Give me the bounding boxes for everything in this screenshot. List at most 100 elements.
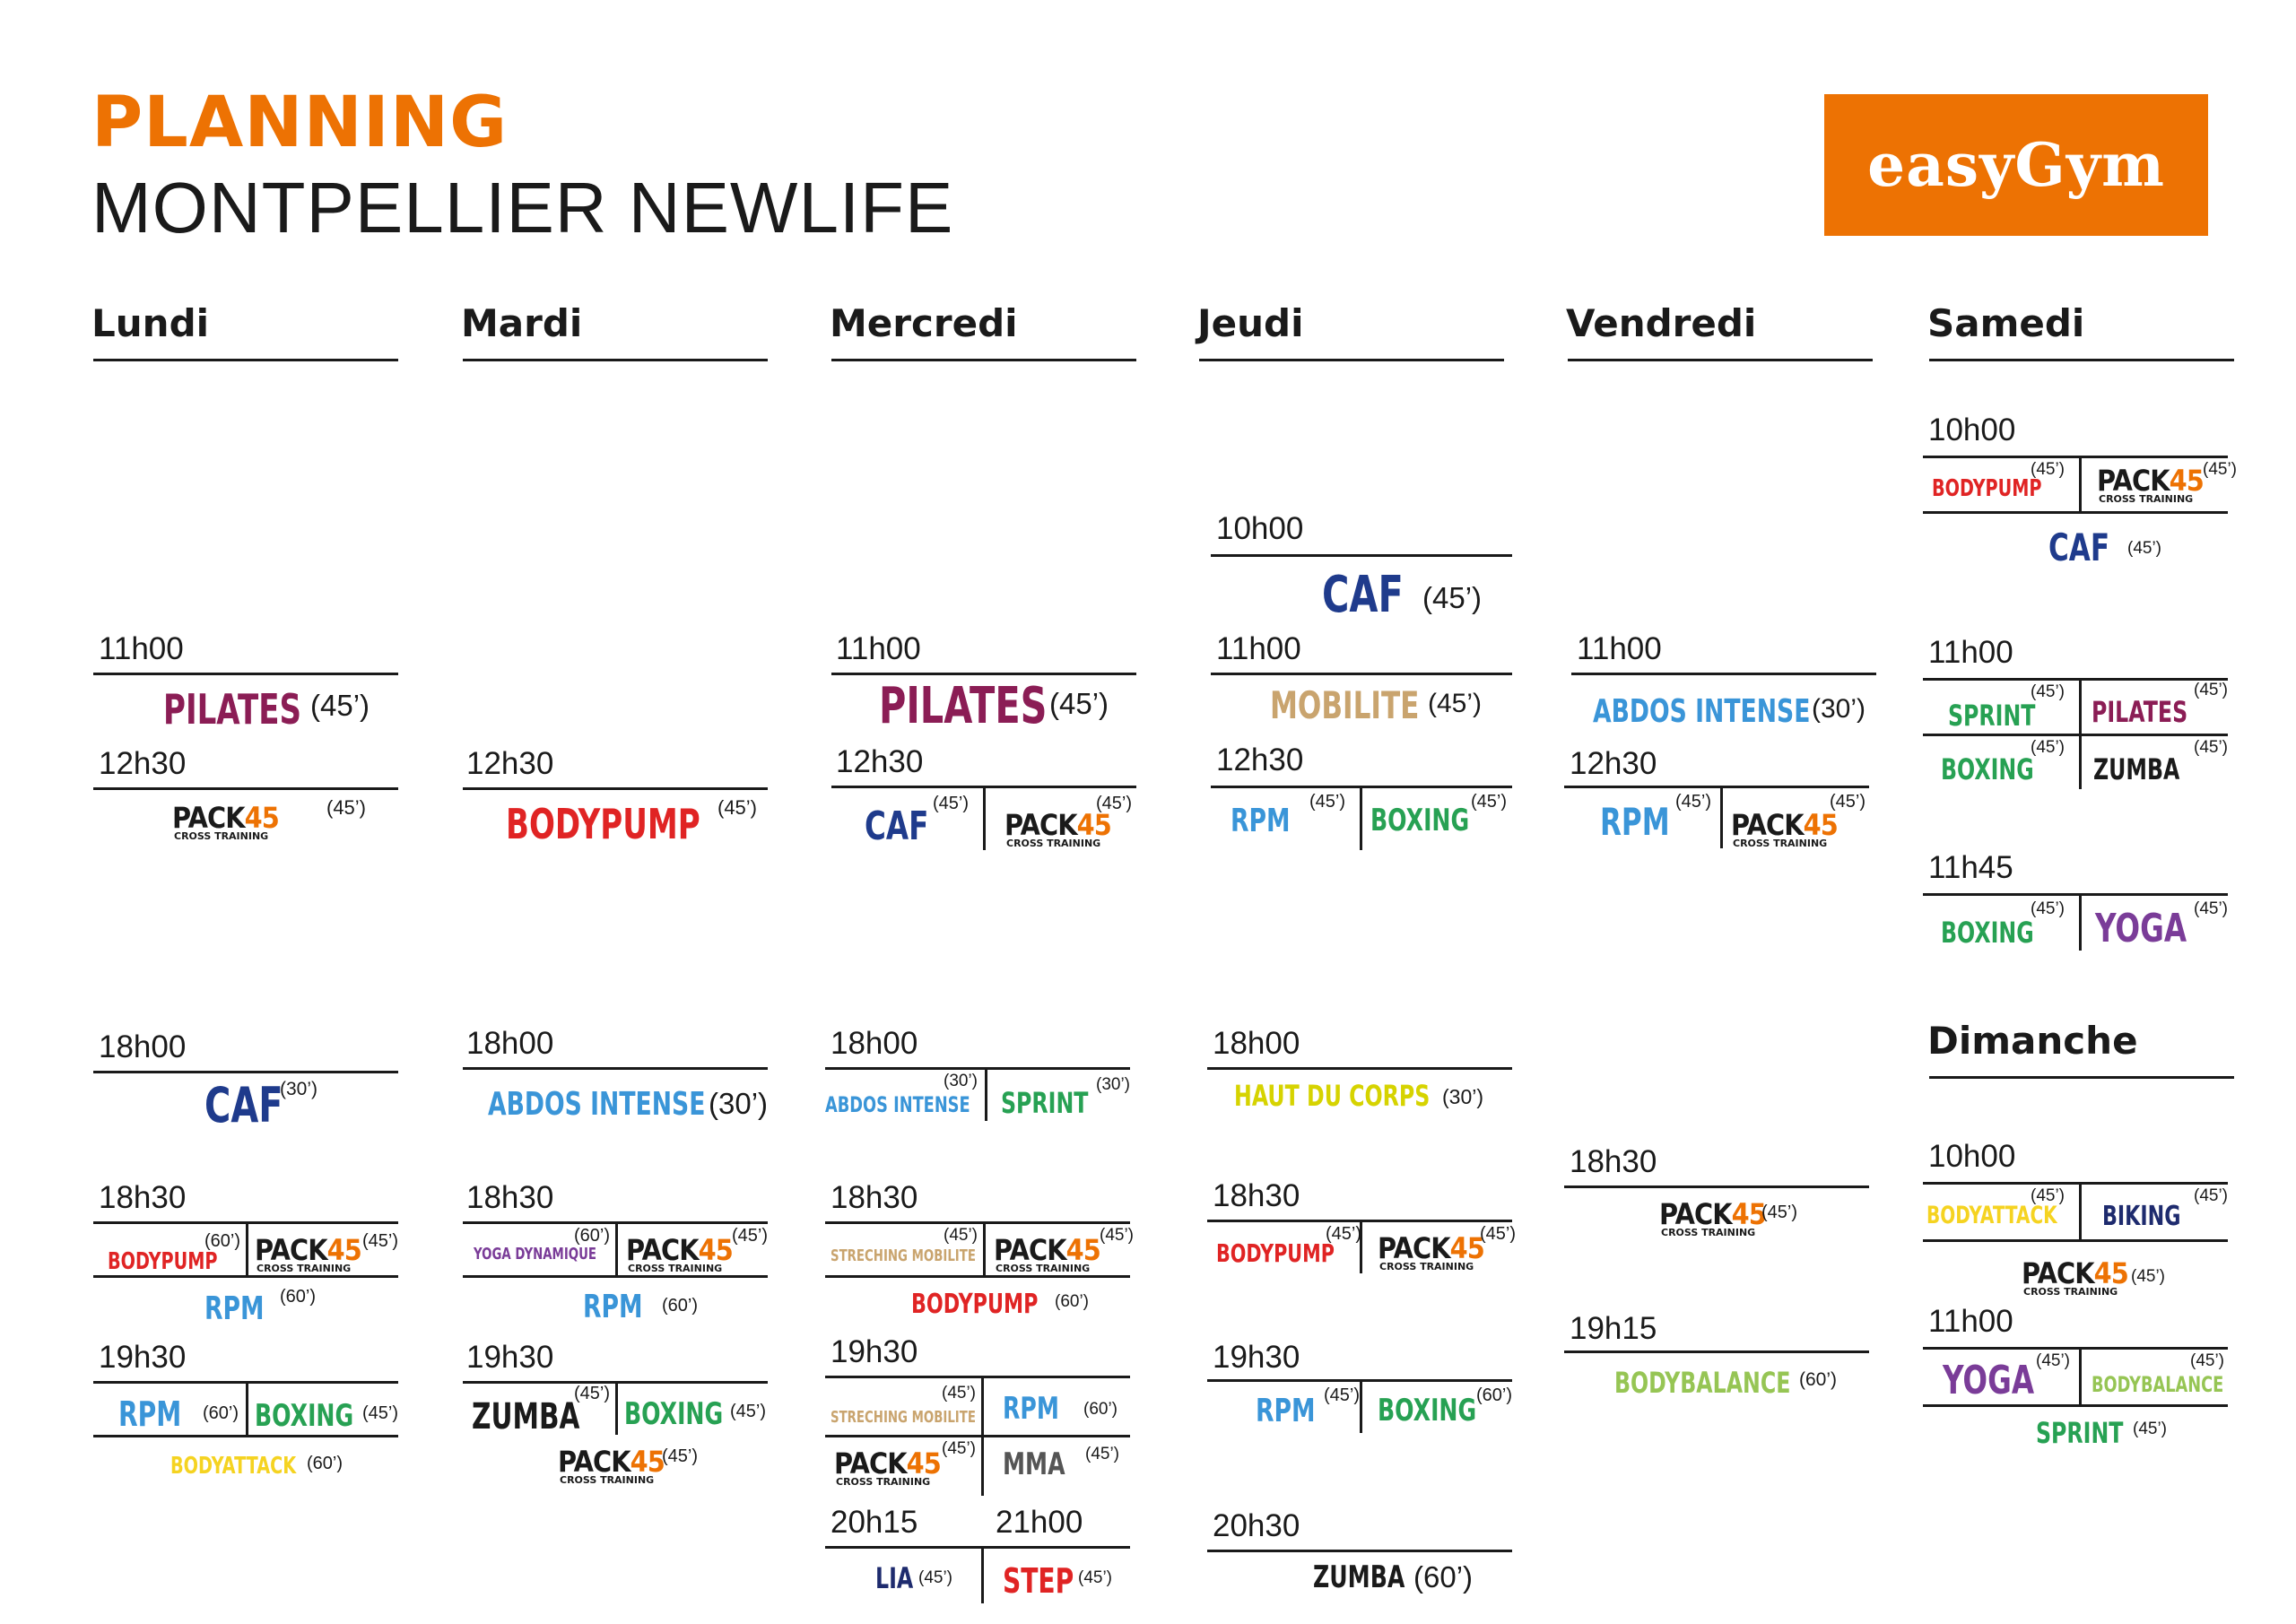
class-duration: (45’) [1480,1224,1517,1244]
time-slot: 18h00 [1213,1026,1300,1061]
pack45-cross-training-logo: PACK45 CROSS TRAINING [255,1236,398,1277]
class-duration: (45’) [2031,1186,2066,1205]
divider [1211,673,1512,675]
class-duration: (45’) [362,1403,399,1423]
class-sprint: SPRINT [2036,1416,2124,1450]
pack45-subtitle: CROSS TRAINING [257,1263,352,1274]
time-slot: 10h00 [1928,1139,2016,1174]
divider [1923,456,2228,458]
class-bodypump: BODYPUMP [1932,475,2042,502]
class-streching-mobilite: STRECHING MOBILITE [831,1408,976,1427]
pack45-text: PACK45 [626,1233,734,1267]
class-duration: (45’) [2194,1186,2229,1205]
class-caf: CAF [1322,566,1404,624]
time-slot: 12h30 [466,746,554,781]
pack45-number: 45 [1065,1233,1101,1267]
pack45-text: PACK45 [1659,1197,1767,1231]
class-duration: (45’) [718,796,758,819]
pack45-number: 45 [1731,1197,1767,1231]
pack45-number: 45 [2169,464,2205,498]
class-duration: (45’) [1830,792,1866,812]
divider [1199,359,1504,361]
class-rpm: RPM [1003,1391,1059,1427]
divider [93,1071,398,1073]
time-slot: 10h00 [1216,511,1304,546]
time-slot: 12h30 [836,744,924,779]
pack45-number: 45 [1449,1231,1485,1265]
class-duration: (45’) [2036,1351,2071,1370]
pack45-subtitle: CROSS TRAINING [1661,1227,1756,1238]
class-duration: (30’) [944,1072,978,1090]
divider [1360,1379,1362,1433]
pack45-text: PACK45 [1004,808,1112,842]
day-samedi: Samedi [1927,301,2085,345]
pack45-word: PACK [1659,1197,1733,1231]
pack45-word: PACK [2097,464,2170,498]
pack45-word: PACK [626,1233,700,1267]
divider [825,1435,1130,1437]
pack45-subtitle: CROSS TRAINING [836,1476,931,1488]
class-duration: (60’) [280,1287,317,1307]
time-slot: 19h30 [466,1340,554,1375]
class-bodybalance: BODYBALANCE [2092,1372,2224,1397]
class-duration: (45’) [310,689,370,722]
divider [1564,786,1869,788]
divider [93,673,398,675]
divider [246,1221,248,1275]
class-bodypump: BODYPUMP [506,800,700,848]
pack45-cross-training-logo: PACK45 CROSS TRAINING [626,1236,770,1277]
divider [615,1221,618,1275]
divider [2079,1182,2082,1239]
divider [463,359,768,361]
time-slot: 11h00 [836,631,921,666]
pack45-subtitle: CROSS TRAINING [2023,1286,2118,1298]
pack45-number: 45 [1076,808,1112,842]
time-slot: 11h00 [99,631,184,666]
class-mma: MMA [1003,1446,1065,1482]
class-biking: BIKING [2102,1201,2181,1232]
class-duration: (45’) [730,1402,767,1421]
pack45-cross-training-logo: PACK45 CROSS TRAINING [2097,466,2240,508]
pack45-word: PACK [255,1233,328,1267]
time-slot: 18h00 [99,1029,187,1064]
class-duration: (30’) [280,1079,318,1099]
pack45-number: 45 [1803,808,1839,842]
class-duration: (45’) [1085,1445,1120,1463]
class-duration: (60’) [203,1403,239,1423]
class-duration: (45’) [942,1439,977,1458]
divider [463,787,768,790]
divider [1360,1220,1362,1273]
divider [1929,1076,2234,1079]
pack45-cross-training-logo: PACK45 CROSS TRAINING [2022,1259,2165,1300]
divider [2079,1347,2082,1404]
class-duration: (45’) [1049,687,1109,720]
logo-text: easyGym [1867,130,2165,200]
divider [2079,893,2082,951]
class-duration: (60’) [1083,1400,1118,1419]
class-duration: (60’) [574,1226,611,1246]
divider [825,1067,1130,1070]
class-duration: (45’) [1428,689,1483,718]
time-slot: 18h00 [466,1026,554,1061]
pack45-subtitle: CROSS TRAINING [560,1474,655,1486]
divider [831,359,1136,361]
class-abdos-intense: ABDOS INTENSE [488,1086,706,1123]
class-sprint: SPRINT [1948,699,2036,733]
divider [985,1067,987,1121]
class-duration: (45’) [362,1231,399,1251]
pack45-subtitle: CROSS TRAINING [1379,1261,1474,1272]
time-slot: 21h00 [996,1505,1083,1540]
class-duration: (60’) [307,1454,344,1473]
divider [825,1275,1130,1278]
class-duration: (60’) [662,1296,699,1316]
pack45-text: PACK45 [2097,464,2205,498]
class-duration: (45’) [2131,1267,2166,1286]
class-rpm: RPM [583,1289,643,1325]
time-slot: 18h30 [99,1180,187,1215]
class-boxing: BOXING [1941,916,2034,950]
pack45-cross-training-logo: PACK45 CROSS TRAINING [994,1236,1137,1277]
page-title: PLANNING [91,83,509,163]
class-duration: (30’) [1442,1085,1484,1108]
divider [1923,893,2228,896]
pack45-number: 45 [630,1445,665,1479]
